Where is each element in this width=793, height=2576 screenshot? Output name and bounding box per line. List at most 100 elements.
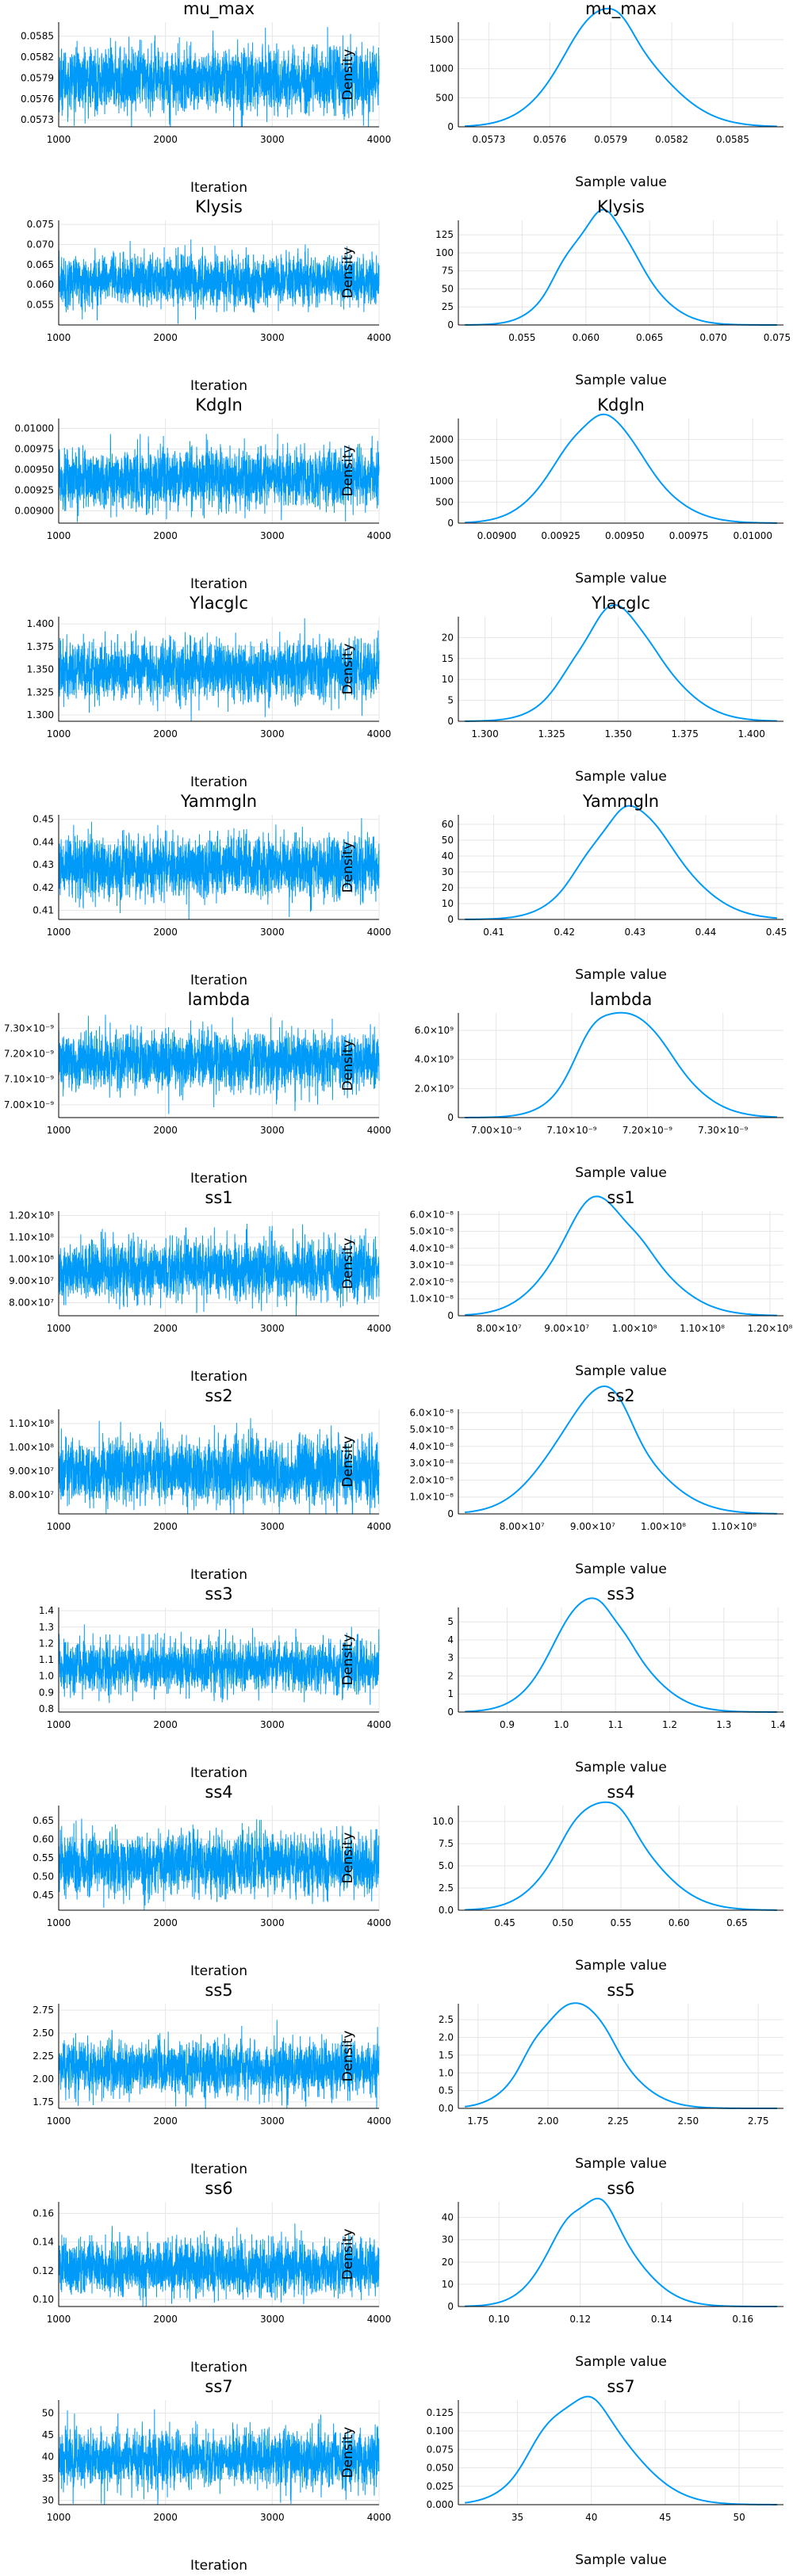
trace-x-tick-label: 2000 [153,2314,178,2325]
trace-x-tick-label: 2000 [153,332,178,343]
density-series-ss7 [465,2395,777,2505]
trace-x-tick-label: 4000 [367,1917,392,1928]
trace-x-label: Iteration [190,378,247,394]
trace-title: ss6 [205,2179,232,2198]
trace-series-ss1 [58,1223,380,1317]
density-x-tick-label: 0.0585 [716,134,749,145]
density-x-tick-label: 2.50 [677,2115,699,2127]
trace-y-tick-label: 0.41 [33,905,54,916]
trace-x-tick-label: 1000 [47,1125,71,1136]
trace-x-tick-label: 3000 [260,2314,285,2325]
trace-plot-Ylacglc: 1000 2000 3000 4000 1.300 1.325 1.350 1.375 1.40… [27,594,392,790]
trace-y-tick-label: 0.44 [33,836,54,847]
density-plot-ss6: 0.10 0.12 0.14 0.16 0 10 20 30 40 ss6 Sample value… [340,2179,783,2370]
density-y-tick-label: 40 [442,850,454,862]
trace-x-tick-label: 2000 [153,1521,178,1532]
density-x-tick-label: 1.20×10⁸ [747,1323,792,1334]
trace-x-tick-label: 2000 [153,530,178,541]
density-y-tick-label: 1.0 [439,2067,454,2078]
density-x-label: Sample value [575,1760,667,1775]
trace-y-tick-label: 30 [42,2495,54,2506]
density-title: ss1 [607,1188,634,1207]
trace-x-tick-label: 1000 [47,134,71,145]
trace-x-tick-label: 3000 [260,134,285,145]
density-plot-Yammgln: 0.41 0.42 0.43 0.44 0.45 0 10 20 30 40 50 60 Yammgln… [340,792,787,983]
trace-series-Kdgln [58,434,380,522]
density-y-tick-label: 0 [447,2301,454,2312]
trace-x-tick-label: 3000 [260,2115,285,2127]
density-x-tick-label: 1.300 [471,728,498,740]
density-x-tick-label: 0.0573 [472,134,505,145]
trace-y-tick-label: 0.45 [33,814,54,825]
density-x-tick-label: 40 [585,2512,597,2523]
density-y-tick-label: 20 [442,632,454,643]
density-x-tick-label: 0.01000 [733,530,772,541]
trace-y-tick-label: 0.01000 [14,422,54,434]
trace-x-label: Iteration [190,180,247,196]
trace-title: Ylacglc [189,594,248,613]
trace-x-tick-label: 4000 [367,530,392,541]
density-y-tick-label: 6.0×10⁻⁸ [409,1209,454,1220]
density-y-tick-label: 7.5 [439,1838,454,1849]
density-title: Kdgln [597,396,645,415]
trace-plot-ss1: 1000 2000 3000 4000 8.00×10⁷ 9.00×10⁷ 1.00×10⁸… [9,1188,391,1385]
density-y-tick-label: 0 [447,914,454,925]
density-plot-Klysis: 0.055 0.060 0.065 0.070 0.075 0 25 50 75 100 125 Kl… [340,197,791,388]
density-x-tick-label: 9.00×10⁷ [570,1521,615,1532]
trace-series-ss6 [58,2223,380,2307]
trace-plot-ss5: 1000 2000 3000 4000 1.75 2.00 2.25 2.50 2.75 ss5 I… [33,1981,391,2177]
trace-y-tick-label: 0.075 [27,219,54,230]
trace-y-tick-label: 1.375 [27,641,54,652]
trace-y-tick-label: 0.16 [33,2207,54,2219]
trace-series-mu_max [58,26,380,128]
trace-title: ss5 [205,1981,232,2000]
trace-y-tick-label: 0.0576 [21,94,54,105]
density-y-tick-label: 50 [442,283,454,294]
density-x-tick-label: 50 [733,2512,745,2523]
density-y-tick-label: 2.0×10⁹ [415,1083,454,1094]
density-series-Yammgln [465,805,777,920]
density-y-tick-label: 20 [442,2257,454,2268]
density-y-tick-label: 30 [442,2234,454,2245]
trace-x-tick-label: 2000 [153,134,178,145]
trace-y-tick-label: 0.14 [33,2237,54,2248]
trace-x-tick-label: 2000 [153,2115,178,2127]
trace-x-tick-label: 3000 [260,530,285,541]
trace-y-tick-label: 0.10 [33,2294,54,2305]
density-y-tick-label: 4.0×10⁻⁸ [409,1243,454,1254]
density-y-tick-label: 10 [442,674,454,685]
density-y-label: Density [340,842,356,893]
trace-y-tick-label: 0.0585 [21,31,54,42]
density-y-tick-label: 1500 [429,34,454,45]
density-series-ss4 [465,1801,777,1911]
trace-plot-mu_max: 1000 2000 3000 4000 0.0573 0.0576 0.0579 0.0582… [21,0,391,196]
density-y-tick-label: 1 [447,1688,454,1699]
trace-y-tick-label: 2.25 [33,2050,54,2062]
density-x-label: Sample value [575,1165,667,1181]
trace-y-tick-label: 0.8 [39,1703,54,1714]
density-plot-ss7: 35 40 45 50 0.000 0.025 0.050 0.075 0.100 0.125 ss… [340,2377,783,2568]
density-y-tick-label: 500 [435,92,454,103]
trace-y-tick-label: 0.00975 [14,443,54,454]
density-x-tick-label: 1.00×10⁸ [612,1323,657,1334]
density-y-tick-label: 3 [447,1653,454,1664]
density-y-label: Density [340,445,356,497]
trace-y-tick-label: 0.055 [27,300,54,311]
density-x-tick-label: 0.60 [668,1917,690,1928]
trace-x-tick-label: 1000 [47,1917,71,1928]
trace-y-tick-label: 0.43 [33,859,54,870]
density-x-tick-label: 1.3 [716,1719,731,1730]
density-title: ss5 [607,1981,634,2000]
trace-x-tick-label: 4000 [367,1323,392,1334]
trace-title: lambda [188,990,251,1009]
trace-x-label: Iteration [190,1765,247,1781]
trace-y-tick-label: 2.00 [33,2073,54,2085]
trace-x-tick-label: 3000 [260,1719,285,1730]
trace-y-tick-label: 2.50 [33,2028,54,2039]
density-x-label: Sample value [575,967,667,983]
density-x-tick-label: 0.45 [494,1917,515,1928]
density-x-tick-label: 0.00925 [541,530,580,541]
trace-y-tick-label: 0.0579 [21,72,54,83]
density-y-tick-label: 2.0×10⁻⁸ [409,1276,454,1287]
trace-plot-ss3: 1000 2000 3000 4000 0.8 0.9 1.0 1.1 1.2 1.3 1.4 ss3… [39,1584,391,1781]
